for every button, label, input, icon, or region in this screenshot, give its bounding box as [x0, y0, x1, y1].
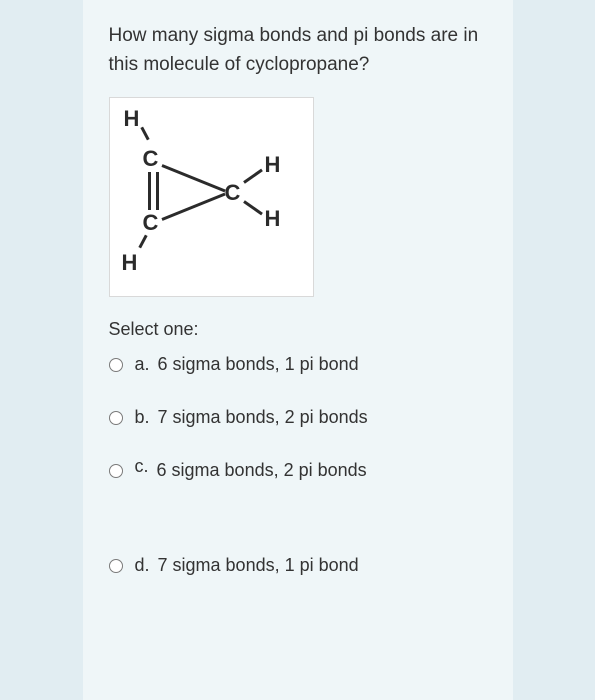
- bond-c-top-c-right: [161, 164, 225, 192]
- radio-icon[interactable]: [109, 411, 123, 425]
- select-prompt: Select one:: [109, 319, 487, 340]
- option-b[interactable]: b. 7 sigma bonds, 2 pi bonds: [109, 407, 487, 428]
- radio-icon[interactable]: [109, 464, 123, 478]
- option-d-text: 7 sigma bonds, 1 pi bond: [158, 555, 359, 576]
- bond-double-right: [156, 172, 159, 210]
- bond-double-left: [148, 172, 151, 210]
- option-a-text: 6 sigma bonds, 1 pi bond: [158, 354, 359, 375]
- bond-c-right-h-bottom: [243, 200, 263, 215]
- atom-c-right: C: [225, 180, 241, 206]
- bond-h-top-c-top: [140, 127, 149, 141]
- spacer: [109, 513, 487, 555]
- option-a-letter: a.: [135, 354, 150, 375]
- atom-h-top: H: [124, 106, 140, 132]
- bond-c-bottom-c-right: [161, 193, 225, 221]
- option-c-letter: c.: [135, 456, 149, 477]
- question-card: How many sigma bonds and pi bonds are in…: [83, 0, 513, 700]
- atom-c-bottom: C: [143, 210, 159, 236]
- option-c-text: 6 sigma bonds, 2 pi bonds: [157, 460, 367, 481]
- atom-h-right-top: H: [265, 152, 281, 178]
- option-b-letter: b.: [135, 407, 150, 428]
- molecule-diagram: H C C H C H H: [109, 97, 314, 297]
- radio-icon[interactable]: [109, 358, 123, 372]
- option-a[interactable]: a. 6 sigma bonds, 1 pi bond: [109, 354, 487, 375]
- option-d-letter: d.: [135, 555, 150, 576]
- question-text: How many sigma bonds and pi bonds are in…: [109, 22, 487, 79]
- option-c[interactable]: c. 6 sigma bonds, 2 pi bonds: [109, 460, 487, 481]
- option-d[interactable]: d. 7 sigma bonds, 1 pi bond: [109, 555, 487, 576]
- bond-c-bottom-h-bottom: [138, 235, 147, 249]
- radio-icon[interactable]: [109, 559, 123, 573]
- page-background: How many sigma bonds and pi bonds are in…: [0, 0, 595, 700]
- option-b-text: 7 sigma bonds, 2 pi bonds: [158, 407, 368, 428]
- atom-c-top: C: [143, 146, 159, 172]
- atom-h-right-bottom: H: [265, 206, 281, 232]
- bond-c-right-h-top: [243, 169, 263, 184]
- atom-h-bottom: H: [122, 250, 138, 276]
